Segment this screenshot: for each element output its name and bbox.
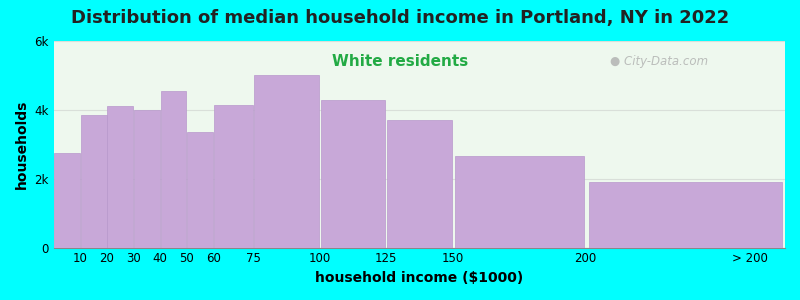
X-axis label: household income ($1000): household income ($1000)	[315, 271, 523, 285]
Bar	[187, 132, 213, 248]
Bar	[454, 156, 583, 248]
Text: Distribution of median household income in Portland, NY in 2022: Distribution of median household income …	[71, 9, 729, 27]
Y-axis label: households: households	[15, 100, 29, 189]
Bar	[81, 115, 106, 248]
Bar	[387, 120, 452, 248]
Bar	[134, 110, 160, 248]
Bar	[54, 153, 80, 248]
Bar	[321, 100, 385, 248]
Bar	[161, 91, 186, 248]
Bar	[214, 105, 253, 247]
Bar	[589, 182, 782, 248]
Text: White residents: White residents	[332, 54, 468, 69]
Bar	[107, 106, 133, 248]
Bar	[254, 75, 318, 248]
Text: ● City-Data.com: ● City-Data.com	[610, 56, 708, 68]
